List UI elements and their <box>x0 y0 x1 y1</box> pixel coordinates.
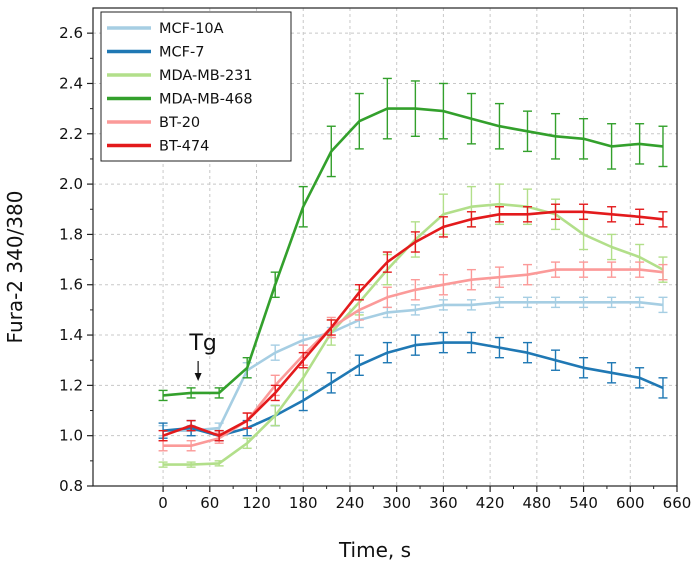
x-tick-label: 60 <box>200 494 219 512</box>
x-tick-label: 120 <box>242 494 271 512</box>
y-tick-label: 1.4 <box>59 326 83 344</box>
plot-frame <box>92 7 678 487</box>
tg-label: Tg <box>188 331 216 356</box>
x-tick-label: 0 <box>158 494 168 512</box>
y-tick-label: 1.2 <box>59 376 83 394</box>
y-tick-label: 1.8 <box>59 225 83 243</box>
x-axis-title: Time, s <box>338 538 411 562</box>
x-tick-label: 660 <box>663 494 692 512</box>
series-mda-mb-468 <box>158 77 668 402</box>
y-tick-label: 1.0 <box>59 427 83 445</box>
legend-label: MDA-MB-231 <box>159 68 253 84</box>
y-tick-label: 2.0 <box>59 175 83 193</box>
x-tick-label: 360 <box>429 494 458 512</box>
y-tick-label: 2.2 <box>59 125 83 143</box>
y-tick-label: 2.6 <box>59 24 83 42</box>
x-tick-label: 420 <box>476 494 505 512</box>
legend-label: MDA-MB-468 <box>159 92 253 108</box>
y-tick-label: 1.6 <box>59 276 83 294</box>
tg-arrow-head <box>194 373 202 381</box>
legend: MCF-10A MCF-7 MDA-MB-231 MDA-MB-468 BT-20 BT-… <box>100 11 292 162</box>
y-tick-label: 0.8 <box>59 477 83 495</box>
x-tick-label: 600 <box>616 494 645 512</box>
y-tick-label: 2.4 <box>59 74 83 92</box>
tg-annotation: Tg <box>188 331 217 381</box>
series-layer <box>158 77 668 468</box>
x-tick-label: 540 <box>569 494 598 512</box>
x-tick-label: 180 <box>289 494 318 512</box>
x-tick-label: 300 <box>382 494 411 512</box>
legend-label: BT-20 <box>159 115 200 131</box>
legend-label: MCF-10A <box>159 21 224 37</box>
legend-label: MCF-7 <box>159 45 204 61</box>
legend-box <box>100 11 292 162</box>
legend-label: BT-474 <box>159 139 209 155</box>
x-tick-label: 480 <box>523 494 552 512</box>
y-axis-title: Fura-2 340/380 <box>3 191 27 344</box>
series-bt-474 <box>158 203 668 442</box>
axes: 0 60 120 180 240 300 360 420 480 540 600 660 0.8 1.0 1… <box>59 24 691 512</box>
x-tick-label: 240 <box>336 494 365 512</box>
